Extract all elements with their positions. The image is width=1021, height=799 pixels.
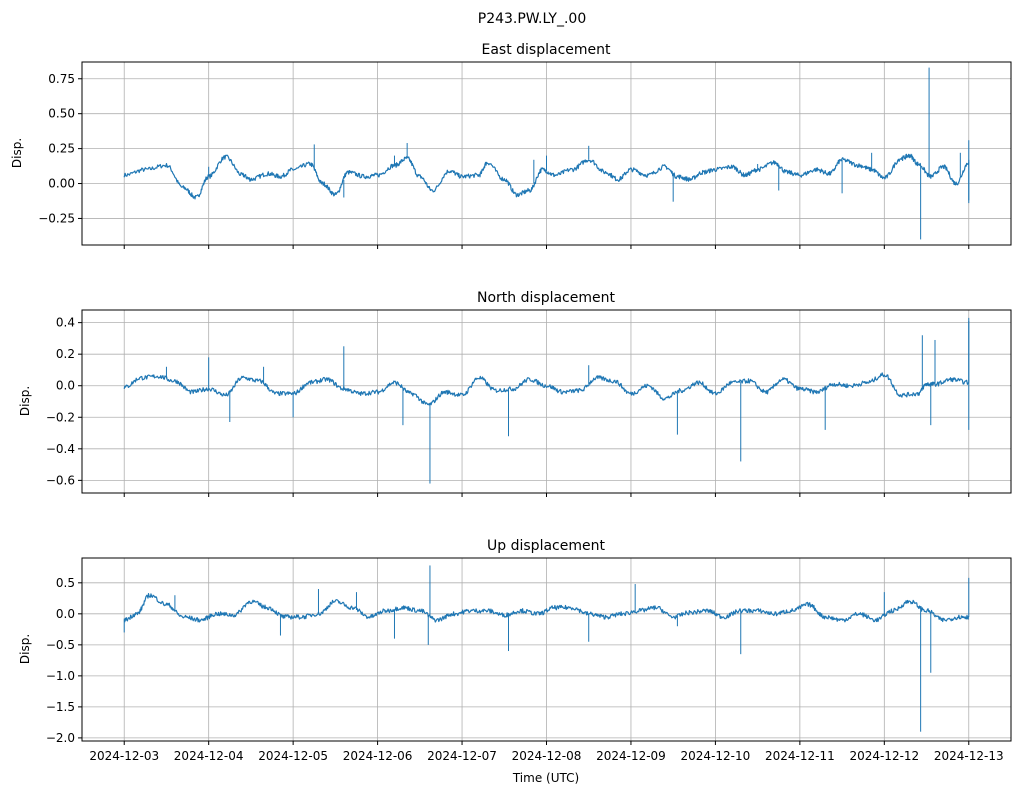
y-tick-label-up-0: −2.0 xyxy=(46,731,75,745)
panel-title-north: North displacement xyxy=(477,290,615,306)
y-tick-label-north-4: 0.2 xyxy=(56,347,75,361)
y-axis-label-north: Disp. xyxy=(18,386,32,416)
x-tick-label-up-3: 2024-12-06 xyxy=(343,749,413,763)
y-tick-label-up-3: −0.5 xyxy=(46,638,75,652)
y-tick-label-east-0: −0.25 xyxy=(38,211,75,225)
y-tick-label-north-5: 0.4 xyxy=(56,316,75,330)
panel-up: Up displacement Disp. −2.0 −1.5 −1.0 −0.5 0.… xyxy=(18,538,1012,763)
x-tick-label-up-9: 2024-12-12 xyxy=(849,749,919,763)
series-line-east xyxy=(123,153,970,200)
y-tick-label-east-2: 0.25 xyxy=(48,142,75,156)
x-tick-label-up-4: 2024-12-07 xyxy=(427,749,497,763)
series-line-up xyxy=(123,593,970,623)
panel-east: East displacement Disp. −0.25 0.00 0.25 0.5… xyxy=(10,42,1012,249)
y-axis-label-east: Disp. xyxy=(10,138,24,168)
x-tick-label-up-6: 2024-12-09 xyxy=(596,749,666,763)
x-tick-label-up-0: 2024-12-03 xyxy=(89,749,159,763)
y-tick-label-up-1: −1.5 xyxy=(46,700,75,714)
x-tick-label-up-2: 2024-12-05 xyxy=(258,749,328,763)
figure-suptitle: P243.PW.LY_.00 xyxy=(478,11,587,27)
y-tick-label-up-5: 0.5 xyxy=(56,576,75,590)
x-tick-label-up-10: 2024-12-13 xyxy=(934,749,1004,763)
x-tick-label-up-5: 2024-12-08 xyxy=(512,749,582,763)
y-tick-label-north-3: 0.0 xyxy=(56,379,75,393)
x-tick-label-up-8: 2024-12-11 xyxy=(765,749,835,763)
y-tick-label-north-0: −0.6 xyxy=(46,473,75,487)
series-line-north xyxy=(123,372,970,406)
y-axis-label-up: Disp. xyxy=(18,634,32,664)
x-axis-label: Time (UTC) xyxy=(512,771,579,785)
y-tick-label-east-1: 0.00 xyxy=(48,177,75,191)
y-tick-label-up-2: −1.0 xyxy=(46,669,75,683)
y-tick-label-east-3: 0.50 xyxy=(48,107,75,121)
x-tick-label-up-7: 2024-12-10 xyxy=(681,749,751,763)
y-tick-label-north-1: −0.4 xyxy=(46,442,75,456)
y-tick-label-up-4: 0.0 xyxy=(56,607,75,621)
panel-title-up: Up displacement xyxy=(487,538,605,554)
x-tick-label-up-1: 2024-12-04 xyxy=(174,749,244,763)
y-tick-label-north-2: −0.2 xyxy=(46,410,75,424)
panel-title-east: East displacement xyxy=(481,42,611,58)
y-tick-label-east-4: 0.75 xyxy=(48,72,75,86)
panel-north: North displacement Disp. −0.6 −0.4 −0.2 0.0… xyxy=(18,290,1012,497)
